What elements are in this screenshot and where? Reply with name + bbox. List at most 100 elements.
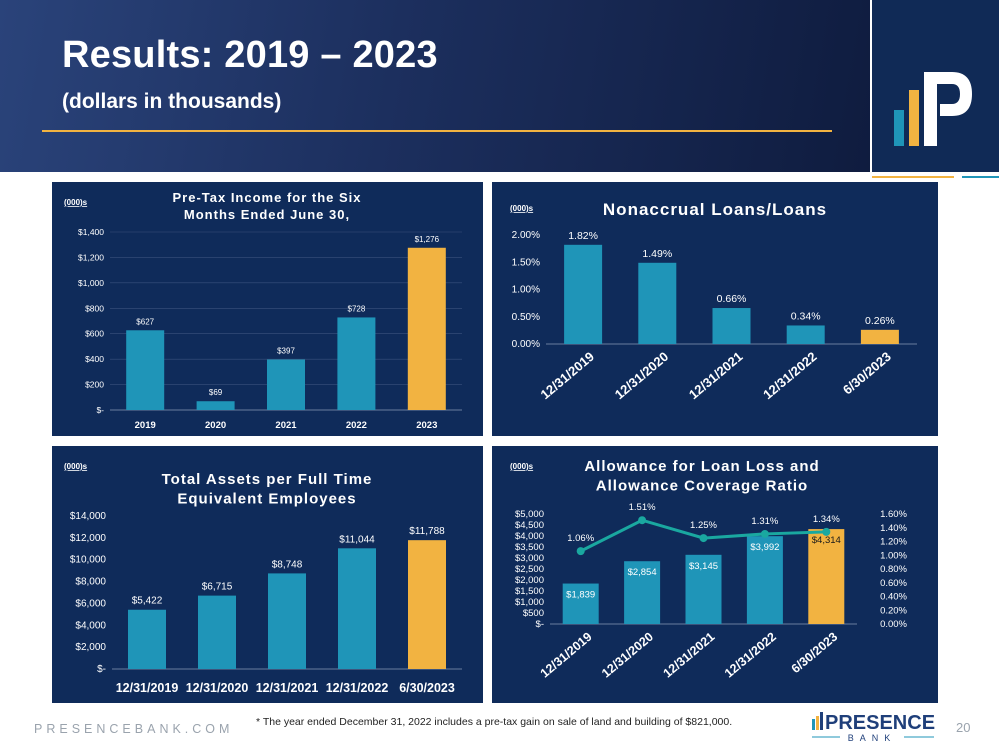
- chart-nonaccrual-loans: (000)s Nonaccrual Loans/Loans 0.00% 0.50% 1.…: [492, 182, 938, 436]
- y-tick-label: $8,000: [75, 577, 106, 588]
- y-tick-label: 1.00%: [512, 285, 540, 296]
- bar-data-label: $627: [136, 317, 154, 326]
- bar-data-label: $11,044: [339, 534, 375, 545]
- chart-pretax-income: (000)s Pre-Tax Income for the Six Months E…: [52, 182, 483, 436]
- bar-12-31-2022: [786, 325, 825, 344]
- bar-data-label: $5,422: [132, 596, 163, 607]
- x-tick-label: 2019: [135, 420, 156, 431]
- x-tick-label: 12/31/2022: [722, 630, 779, 681]
- y-tick-label: $-: [97, 664, 106, 675]
- bar-data-label: $2,854: [628, 567, 657, 578]
- y2-tick-label: 1.60%: [880, 509, 907, 520]
- y-tick-label: 0.50%: [512, 312, 540, 323]
- bar-data-label: 1.82%: [568, 230, 598, 242]
- y-tick-label: $3,500: [515, 542, 544, 553]
- bar-2023: [407, 247, 446, 410]
- bar-12-31-2020: [638, 262, 677, 344]
- y2-tick-label: 1.40%: [880, 523, 907, 534]
- x-tick-label: 12/31/2019: [538, 349, 597, 402]
- bar-6-30-2023: [808, 529, 845, 624]
- y-tick-label: $-: [536, 619, 544, 630]
- y2-tick-label: 0.20%: [880, 605, 907, 616]
- bar-data-label: $69: [209, 388, 223, 397]
- bar-data-label: $4,314: [812, 535, 841, 546]
- y-tick-label: $2,500: [515, 564, 544, 575]
- bar-data-label: $1,276: [415, 235, 440, 244]
- y-tick-label: $10,000: [70, 555, 107, 566]
- y-tick-label: $500: [523, 608, 544, 619]
- y-tick-label: $3,000: [515, 553, 544, 564]
- bar-6-30-2023: [408, 540, 446, 669]
- bar-2019: [126, 330, 165, 410]
- x-tick-label: 12/31/2020: [599, 630, 656, 681]
- y-tick-label: $2,000: [515, 575, 544, 586]
- bar-data-label: $728: [348, 304, 366, 313]
- y-tick-label: $6,000: [75, 598, 106, 609]
- y-tick-label: 1.50%: [512, 257, 540, 268]
- y-tick-label: $800: [85, 303, 104, 313]
- coverage-ratio-point: [822, 527, 831, 536]
- coverage-ratio-point: [760, 529, 769, 538]
- accent-line-teal: [962, 176, 999, 178]
- x-tick-label: 6/30/2023: [840, 349, 894, 398]
- x-tick-label: 12/31/2020: [186, 681, 249, 695]
- chart-title-line: Months Ended June 30,: [184, 207, 350, 222]
- coverage-ratio-label: 1.25%: [690, 520, 717, 531]
- bar-12-31-2019: [562, 583, 599, 624]
- y-tick-label: $400: [85, 354, 104, 364]
- bar-12-31-2019: [564, 244, 603, 344]
- chart-allowance-loan-loss: (000)s Allowance for Loan Loss and Allowan…: [492, 446, 938, 703]
- bar-12-31-2020: [198, 595, 236, 669]
- x-tick-label: 12/31/2021: [661, 630, 718, 681]
- chart-title: Total Assets per Full Time Equivalent Emp…: [162, 471, 373, 508]
- footer-website: PRESENCEBANK.COM: [34, 722, 234, 736]
- bar-2022: [337, 317, 376, 410]
- bar-data-label: $11,788: [409, 526, 445, 537]
- unit-label: (000)s: [510, 462, 534, 471]
- x-tick-label: 12/31/2022: [760, 349, 819, 402]
- x-tick-label: 12/31/2021: [256, 681, 319, 695]
- y-tick-label: $4,000: [75, 620, 106, 631]
- y-tick-label: $600: [85, 329, 104, 339]
- y-tick-label: $5,000: [515, 509, 544, 520]
- footer-logo-word: PRESENCE: [825, 712, 935, 734]
- y-tick-label: $1,000: [515, 597, 544, 608]
- chart-title-line: Allowance Coverage Ratio: [596, 478, 808, 495]
- bar-12-31-2022: [746, 536, 783, 624]
- y-tick-label: $-: [96, 405, 104, 415]
- x-tick-label: 12/31/2021: [686, 349, 745, 402]
- logo-panel: [872, 0, 999, 172]
- coverage-ratio-point: [576, 547, 585, 556]
- x-tick-label: 6/30/2023: [399, 681, 455, 695]
- x-tick-label: 12/31/2019: [538, 630, 595, 681]
- page-number: 20: [956, 720, 971, 735]
- page-subtitle: (dollars in thousands): [62, 90, 282, 113]
- bar-6-30-2023: [860, 329, 899, 344]
- title-underline: [42, 130, 832, 132]
- chart-title: Nonaccrual Loans/Loans: [603, 200, 827, 219]
- y-tick-label: $1,200: [78, 252, 104, 262]
- y-tick-label: $200: [85, 380, 104, 390]
- bar-data-label: $6,715: [202, 582, 233, 593]
- chart-title-line: Total Assets per Full Time: [162, 471, 373, 488]
- presence-bank-logo-icon: PRESENCE BANK: [812, 712, 935, 743]
- unit-label: (000)s: [64, 462, 88, 471]
- coverage-ratio-point: [638, 516, 647, 525]
- bar-12-31-2021: [685, 554, 722, 624]
- chart-title: Allowance for Loan Loss and Allowance Cov…: [584, 458, 819, 495]
- unit-label: (000)s: [64, 198, 88, 207]
- bar-12-31-2020: [624, 561, 661, 624]
- bar-data-label: $3,992: [750, 542, 779, 553]
- bar-2020: [196, 401, 235, 410]
- chart-allowance-loan-loss-svg: (000)s Allowance for Loan Loss and Allowan…: [510, 458, 908, 681]
- page-title: Results: 2019 – 2023: [62, 34, 438, 76]
- bar-data-label: 0.34%: [791, 310, 821, 322]
- x-tick-label: 12/31/2019: [116, 681, 179, 695]
- accent-line-gold: [872, 176, 954, 178]
- coverage-ratio-point: [699, 534, 708, 543]
- bar-data-label: $1,839: [566, 590, 595, 601]
- y-tick-label: $1,400: [78, 227, 104, 237]
- presence-logo-icon: [894, 72, 972, 146]
- bar-2021: [267, 359, 305, 410]
- footer-logo: PRESENCE BANK: [808, 707, 938, 747]
